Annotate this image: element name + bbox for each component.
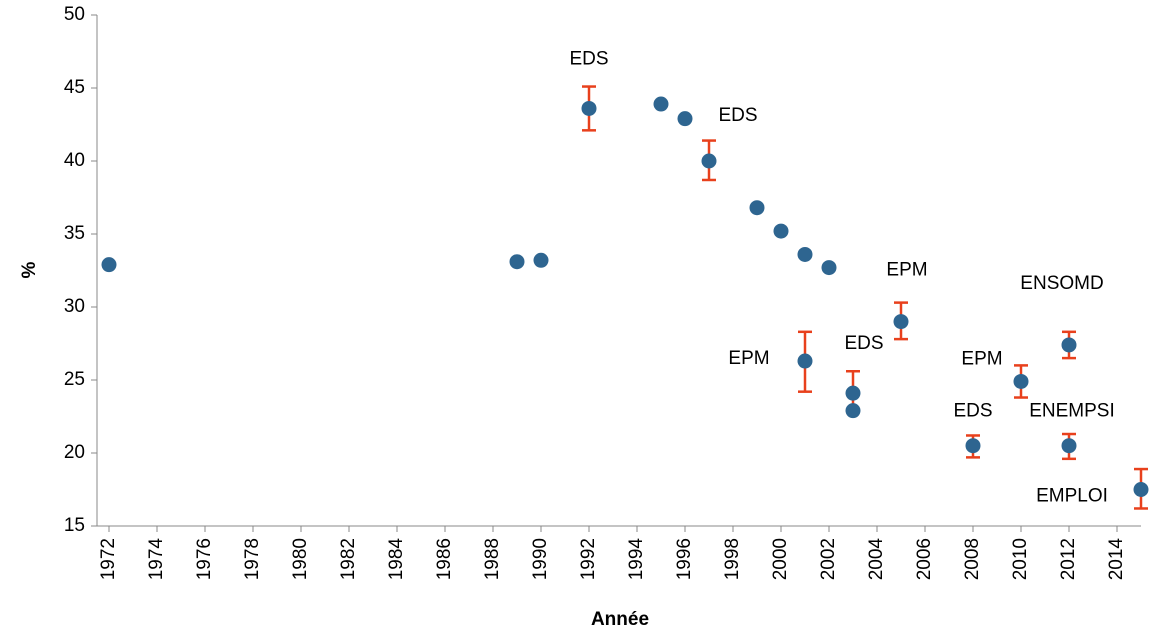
point-label: EDS xyxy=(844,333,883,354)
x-tick-label: 1994 xyxy=(626,538,647,581)
x-tick-label: 2014 xyxy=(1106,538,1127,581)
point xyxy=(653,96,669,112)
point xyxy=(701,153,717,169)
point-label: EDS xyxy=(953,401,992,422)
y-tick-label: 30 xyxy=(64,296,85,317)
y-tick-label: 45 xyxy=(64,77,85,98)
x-tick-label: 1986 xyxy=(434,538,455,580)
x-tick-label: 1988 xyxy=(482,538,503,580)
y-tick-label: 25 xyxy=(64,369,85,390)
x-tick-label: 1972 xyxy=(98,538,119,580)
point-label: EPM xyxy=(886,260,927,281)
x-tick-label: 2008 xyxy=(962,538,983,580)
y-tick-label: 50 xyxy=(64,4,85,25)
point xyxy=(677,111,693,127)
point-label: ENSOMD xyxy=(1020,273,1103,294)
x-tick-label: 2004 xyxy=(866,538,887,581)
x-tick-label: 1982 xyxy=(338,538,359,580)
point xyxy=(749,200,765,216)
x-tick-label: 1992 xyxy=(578,538,599,580)
point xyxy=(821,260,837,276)
point xyxy=(797,353,813,369)
x-tick-label: 2010 xyxy=(1010,538,1031,580)
x-tick-label: 1978 xyxy=(242,538,263,580)
point xyxy=(845,403,861,419)
point xyxy=(509,254,525,270)
point xyxy=(581,100,597,116)
y-tick-label: 40 xyxy=(64,150,85,171)
x-tick-label: 2012 xyxy=(1058,538,1079,580)
y-tick-label: 15 xyxy=(64,515,85,536)
x-axis-label: Année xyxy=(591,609,649,630)
point-label: EDS xyxy=(718,105,757,126)
x-tick-label: 2002 xyxy=(818,538,839,580)
point-label: ENEMPSI xyxy=(1029,401,1115,422)
point-label: EMPLOI xyxy=(1036,486,1108,507)
point xyxy=(1061,337,1077,353)
y-tick-label: 35 xyxy=(64,223,85,244)
x-tick-label: 1990 xyxy=(530,538,551,580)
x-tick-label: 2000 xyxy=(770,538,791,580)
x-tick-label: 1998 xyxy=(722,538,743,580)
point-label: EDS xyxy=(569,48,608,69)
point xyxy=(797,246,813,262)
point xyxy=(773,223,789,239)
x-tick-label: 2006 xyxy=(914,538,935,580)
x-tick-label: 1974 xyxy=(146,538,167,581)
point-label: EPM xyxy=(961,348,1002,369)
point xyxy=(893,314,909,330)
y-tick-label: 20 xyxy=(64,442,85,463)
x-tick-label: 1996 xyxy=(674,538,695,580)
point xyxy=(533,252,549,268)
point xyxy=(965,438,981,454)
x-tick-label: 1976 xyxy=(194,538,215,580)
point xyxy=(1061,438,1077,454)
point-label: EPM xyxy=(728,348,769,369)
point xyxy=(845,385,861,401)
x-tick-label: 1984 xyxy=(386,538,407,581)
point xyxy=(1013,373,1029,389)
point xyxy=(1133,482,1149,497)
y-axis-label: % xyxy=(19,261,40,278)
x-tick-label: 1980 xyxy=(290,538,311,580)
point xyxy=(101,257,117,273)
